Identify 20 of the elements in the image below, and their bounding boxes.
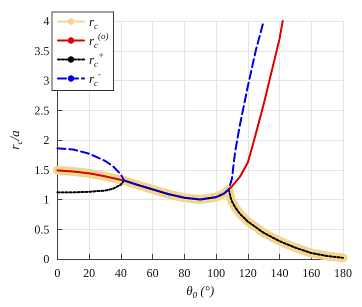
y-tick-label: 2.5 xyxy=(34,103,50,118)
y-tick-label: 3 xyxy=(43,74,50,88)
y-tick-label: 0.5 xyxy=(34,222,50,236)
y-axis-title: rc/a xyxy=(7,130,24,150)
x-tick-label: 160 xyxy=(302,266,320,280)
x-tick-label: 20 xyxy=(83,266,96,280)
x-tick-label: 120 xyxy=(238,266,257,280)
x-tick-label: 40 xyxy=(114,266,127,280)
y-tick-label: 0 xyxy=(43,252,50,266)
y-tick-label: 2 xyxy=(43,133,50,147)
x-tick-label: 0 xyxy=(54,266,60,280)
y-tick-label: 1.5 xyxy=(34,162,50,177)
x-tick-label: 180 xyxy=(334,266,352,280)
x-tick-label: 60 xyxy=(146,266,159,280)
y-tick-label: 1 xyxy=(43,192,50,206)
x-tick-label: 140 xyxy=(270,266,289,280)
x-tick-label: 80 xyxy=(178,266,190,280)
y-tick-label: 3.5 xyxy=(34,44,50,58)
y-tick-label: 4 xyxy=(43,14,50,28)
x-tick-label: 100 xyxy=(207,266,226,280)
